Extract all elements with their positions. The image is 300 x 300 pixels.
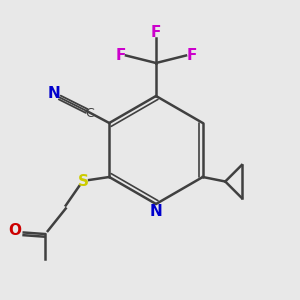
Text: F: F <box>151 25 161 40</box>
Text: N: N <box>150 204 162 219</box>
Text: O: O <box>8 224 21 238</box>
Text: F: F <box>186 48 197 63</box>
Text: N: N <box>48 86 61 101</box>
Text: C: C <box>85 107 94 120</box>
Text: F: F <box>116 48 126 63</box>
Text: S: S <box>78 174 89 189</box>
